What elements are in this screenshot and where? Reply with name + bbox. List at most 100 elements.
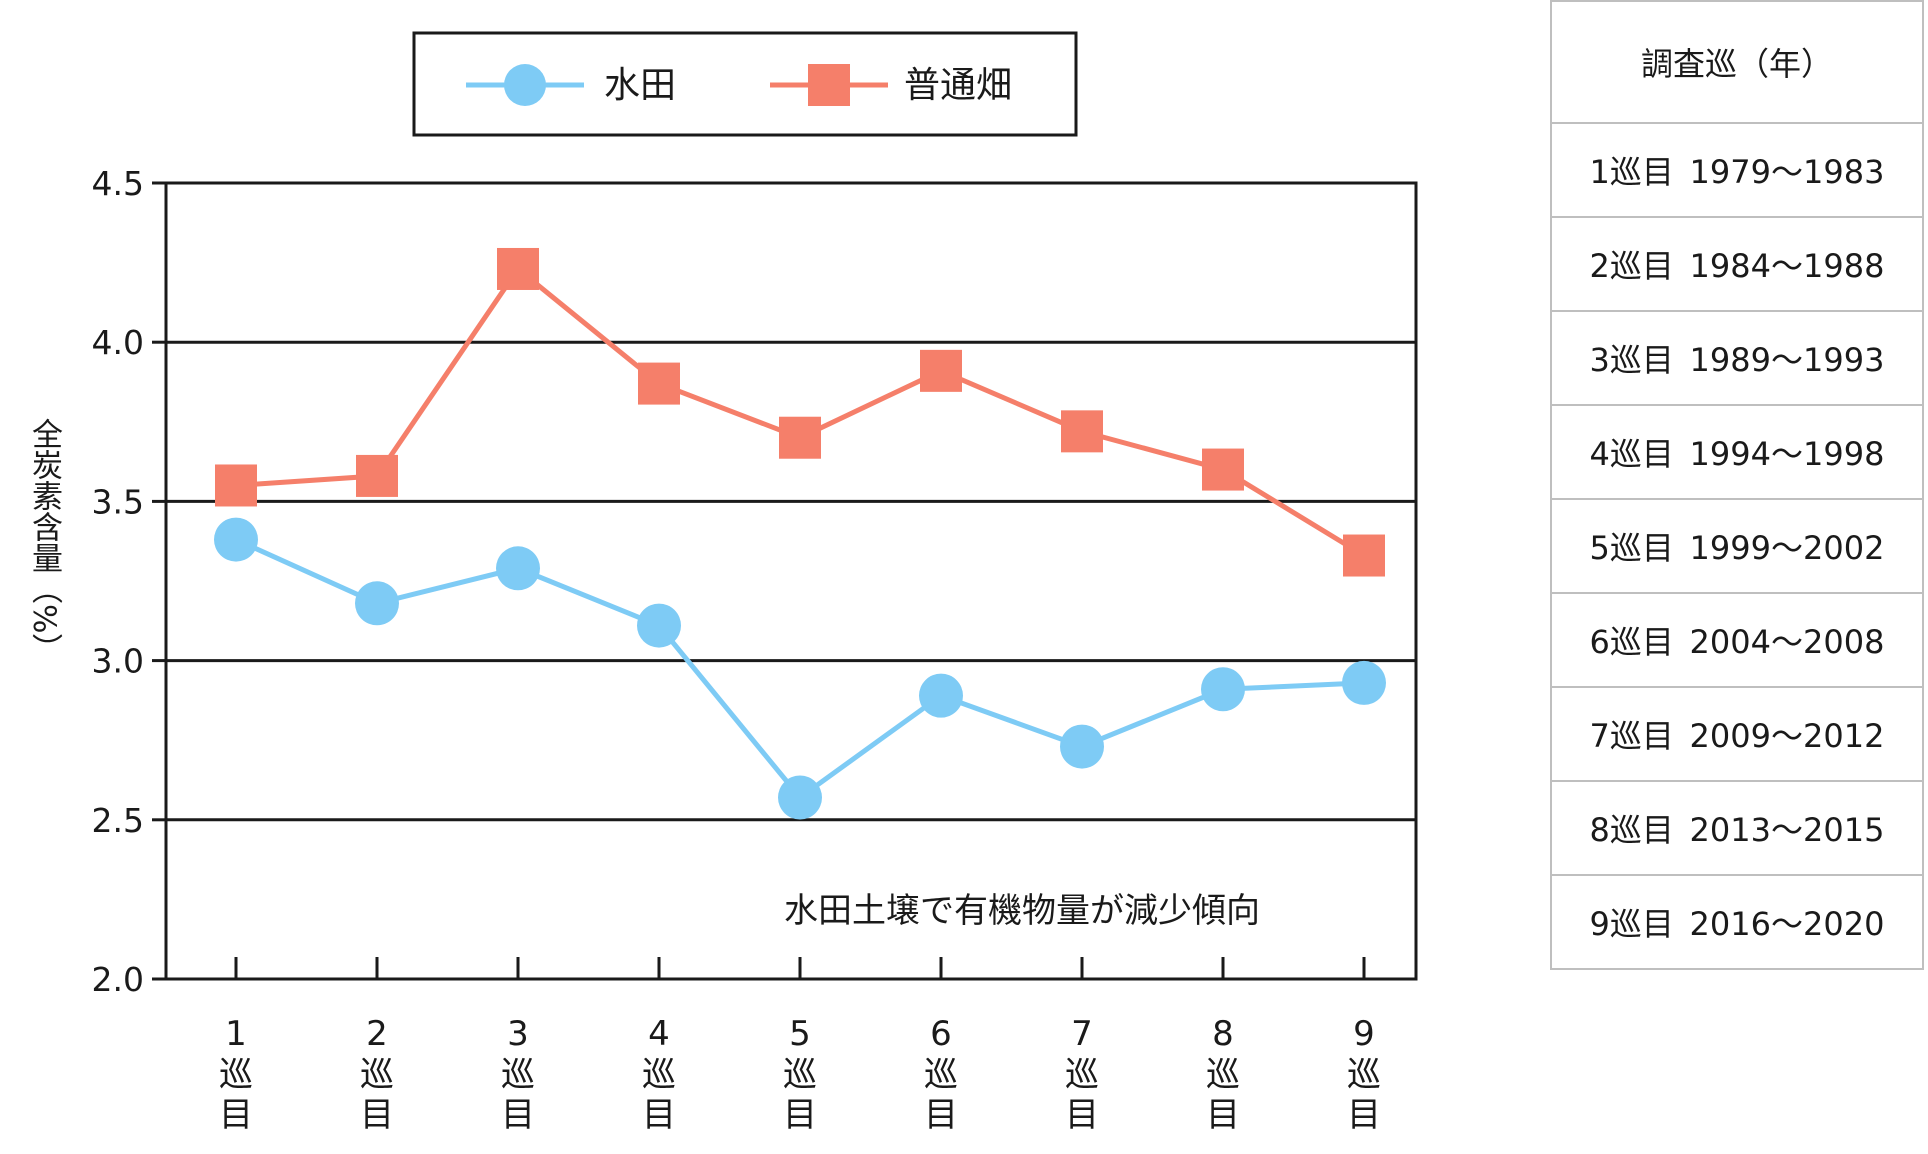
plot-frame [164,181,1418,981]
data-point [1061,410,1103,453]
table-row: 2巡目 1984～1988 [1550,216,1924,312]
survey-round: 1巡目 [1589,153,1674,191]
table-cell: 2巡目 1984～1988 [1550,216,1924,312]
x-tick-label-suffix: 巡 [1347,1055,1381,1095]
table-cell: 3巡目 1989～1993 [1550,310,1924,406]
legend-label-upland: 普通畑 [904,65,1012,106]
legend: 水田 普通畑 [412,31,1078,137]
x-tick-label-suffix: 巡 [1206,1055,1240,1095]
y-tick-label: 4.0 [92,323,144,362]
x-tick-label-suffix: 巡 [360,1055,394,1095]
x-tick-label-suffix: 巡 [219,1055,253,1095]
survey-round: 2巡目 [1589,247,1674,285]
data-point [1202,448,1244,491]
x-tick-label-suffix: 目 [501,1095,535,1135]
x-tick-label-suffix: 巡 [783,1055,817,1095]
x-tick-label-suffix: 目 [1347,1095,1381,1135]
data-point [638,362,680,405]
survey-years: 1979～1983 [1689,153,1885,191]
x-tick-label-suffix: 目 [1065,1095,1099,1135]
data-point [637,603,681,648]
survey-round: 8巡目 [1589,811,1674,849]
y-axis-label: 全炭素含量（%） [26,418,63,664]
y-axis-ticks: 2.0 2.5 3.0 3.5 4.0 4.5 [92,164,166,999]
table-cell: 7巡目 2009～2012 [1550,686,1924,782]
survey-round: 6巡目 [1589,623,1674,661]
survey-years: 1994～1998 [1689,435,1885,473]
data-point [1201,667,1245,712]
table-row: 7巡目 2009～2012 [1550,686,1924,782]
series-line [235,265,1366,558]
table-row: 5巡目 1999～2002 [1550,498,1924,594]
data-point [215,464,257,507]
x-tick-label-suffix: 目 [1206,1095,1240,1135]
x-tick-label-suffix: 巡 [642,1055,676,1095]
x-tick-label-suffix: 目 [360,1095,394,1135]
x-tick-label-number: 4 [648,1014,670,1054]
y-tick-label: 3.0 [92,642,144,681]
legend-marker-paddy [504,64,546,106]
series-paddy [214,517,1386,820]
table-cell: 1巡目 1979～1983 [1550,122,1924,218]
survey-round: 9巡目 [1589,905,1674,943]
x-tick-label-number: 8 [1212,1014,1234,1054]
table-row: 4巡目 1994～1998 [1550,404,1924,500]
survey-round: 5巡目 [1589,529,1674,567]
gridlines [166,340,1416,822]
data-point [356,454,398,497]
data-point [355,581,399,626]
data-point [497,247,539,290]
table-row: 8巡目 2013～2015 [1550,780,1924,876]
table-cell: 8巡目 2013～2015 [1550,780,1924,876]
data-point [496,546,540,591]
x-tick-label-suffix: 目 [219,1095,253,1135]
survey-years: 2013～2015 [1689,811,1885,849]
table-cell: 6巡目 2004～2008 [1550,592,1924,688]
table-header-row: 調査巡（年） [1550,0,1924,124]
survey-round: 7巡目 [1589,717,1674,755]
y-tick-label: 3.5 [92,482,144,521]
table-header: 調査巡（年） [1550,0,1924,124]
y-tick-label: 4.5 [92,164,144,203]
data-point [1060,724,1104,769]
x-tick-label-number: 5 [789,1014,811,1054]
data-point [778,775,822,820]
x-tick-label-number: 1 [225,1014,247,1054]
x-tick-label-number: 6 [930,1014,952,1054]
x-tick-label-number: 2 [366,1014,388,1054]
table-cell: 4巡目 1994～1998 [1550,404,1924,500]
x-tick-label-number: 7 [1071,1014,1093,1054]
table-row: 1巡目 1979～1983 [1550,122,1924,218]
data-point [920,349,962,392]
survey-years: 1989～1993 [1689,341,1885,379]
table-row: 6巡目 2004～2008 [1550,592,1924,688]
survey-years: 2009～2012 [1689,717,1885,755]
data-point [1343,534,1385,577]
chart-annotation: 水田土壌で有機物量が減少傾向 [784,891,1260,931]
y-tick-label: 2.5 [92,801,144,840]
series-upland [215,247,1385,577]
x-tick-label-number: 9 [1353,1014,1375,1054]
survey-period-table: 調査巡（年） 1巡目 1979～1983 2巡目 1984～1988 3巡目 1989～1… [1550,0,1924,970]
table-row: 3巡目 1989～1993 [1550,310,1924,406]
table-cell: 5巡目 1999～2002 [1550,498,1924,594]
y-tick-label: 2.0 [92,960,144,999]
survey-round: 3巡目 [1589,341,1674,379]
legend-marker-upland [808,64,850,106]
survey-years: 1999～2002 [1689,529,1885,567]
x-tick-label-suffix: 目 [783,1095,817,1135]
legend-label-paddy: 水田 [604,65,676,106]
series-layer [214,247,1386,820]
table-cell: 9巡目 2016～2020 [1550,874,1924,970]
table-row: 9巡目 2016～2020 [1550,874,1924,970]
data-point [1342,660,1386,705]
survey-round: 4巡目 [1589,435,1674,473]
data-point [919,673,963,718]
x-tick-label-suffix: 巡 [1065,1055,1099,1095]
data-point [214,517,258,562]
x-tick-label-suffix: 目 [924,1095,958,1135]
series-line [234,537,1365,801]
x-tick-label-suffix: 巡 [501,1055,535,1095]
